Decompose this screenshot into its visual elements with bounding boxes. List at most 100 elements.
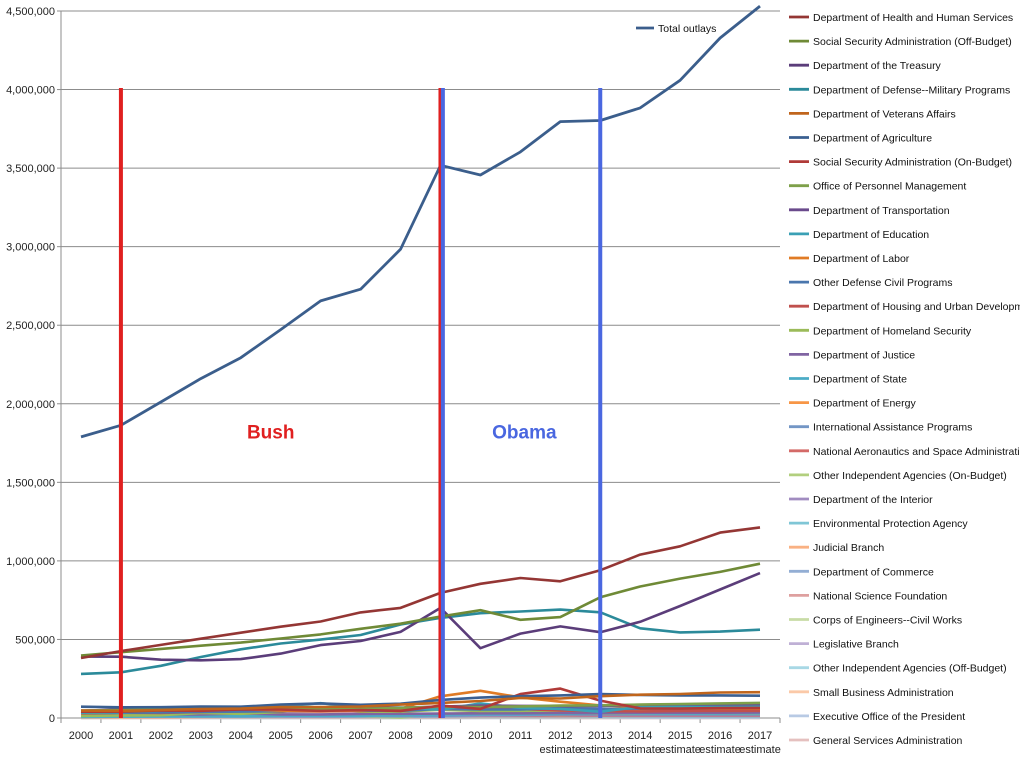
y-tick-label: 3,000,000 (6, 242, 55, 254)
y-tick-label: 2,500,000 (6, 320, 55, 332)
y-tick-label: 500,000 (15, 634, 55, 646)
series-lines (80, 526, 761, 720)
legend-item: Small Business Administration (789, 687, 954, 699)
legend-item: Environmental Protection Agency (789, 518, 968, 530)
legend-label: Department of Justice (813, 349, 915, 361)
legend-item: Other Independent Agencies (On-Budget) (789, 470, 1007, 482)
x-tick-label: 2014 (628, 730, 652, 742)
x-tick-label: 2004 (229, 730, 253, 742)
series-line (81, 687, 761, 714)
legend-item: Department of Justice (789, 349, 915, 361)
legend-label: Department of Energy (813, 398, 916, 410)
total-outlays-line (80, 5, 761, 439)
legend-label: Office of Personnel Management (813, 181, 966, 193)
legend-item: Department of State (789, 374, 907, 386)
legend-item: Department of Housing and Urban Developm… (789, 301, 1020, 313)
legend-item: General Services Administration (789, 735, 963, 747)
x-tick-label: 2001 (109, 730, 133, 742)
legend-item: Office of Personnel Management (789, 181, 966, 193)
legend-item: National Aeronautics and Space Administr… (789, 446, 1020, 458)
legend-label: Department of Defense--Military Programs (813, 84, 1010, 96)
legend-item: Social Security Administration (Off-Budg… (789, 36, 1012, 48)
legend-item: Other Independent Agencies (Off-Budget) (789, 663, 1007, 675)
legend-label: Department of State (813, 374, 907, 386)
x-tick-label: estimate (659, 744, 701, 756)
series-line (80, 526, 761, 660)
legend-label: Department of Health and Human Services (813, 12, 1013, 24)
legend-item: Department of Energy (789, 398, 916, 410)
legend-label: Other Independent Agencies (Off-Budget) (813, 663, 1007, 675)
legend-item: Department of the Interior (789, 494, 933, 506)
x-tick-label: 2011 (509, 730, 533, 742)
legend-item: Department of Labor (789, 253, 910, 265)
administration-markers (118, 87, 603, 718)
x-tick-label: 2013 (588, 730, 612, 742)
x-tick-label: 2007 (348, 730, 372, 742)
legend-item: Department of Education (789, 229, 929, 241)
x-tick-label: estimate (540, 744, 582, 756)
legend-item: Legislative Branch (789, 639, 899, 651)
legend-item: Executive Office of the President (789, 711, 965, 723)
annotation-label: Bush (247, 422, 295, 443)
legend-label: Environmental Protection Agency (813, 518, 968, 530)
y-tick-label: 1,000,000 (6, 556, 55, 568)
legend-item: Department of Transportation (789, 205, 950, 217)
legend-label: Social Security Administration (Off-Budg… (813, 36, 1012, 48)
legend-label: Small Business Administration (813, 687, 954, 699)
y-tick-label: 1,500,000 (6, 477, 55, 489)
x-tick-label: 2003 (189, 730, 213, 742)
legend-label: Department of Veterans Affairs (813, 108, 956, 120)
legend-label: Department of Education (813, 229, 929, 241)
x-tick-label: 2006 (308, 730, 332, 742)
legend-label: Department of Housing and Urban Developm… (813, 301, 1020, 313)
legend-label: Department of Homeland Security (813, 325, 972, 337)
y-tick-label: 4,000,000 (6, 85, 55, 97)
y-tick-label: 0 (49, 713, 55, 725)
legend-label: Department of Agriculture (813, 133, 932, 145)
legend-item: Social Security Administration (On-Budge… (789, 157, 1012, 169)
x-tick-label: estimate (739, 744, 781, 756)
y-axis-tick-labels: 0 500,000 1,000,000 1,500,000 2,000,000 2,500… (6, 6, 55, 725)
legend-label: Other Defense Civil Programs (813, 277, 952, 289)
series-line (80, 690, 761, 713)
x-tick-label: 2008 (388, 730, 412, 742)
legend-item: Department of Agriculture (789, 133, 932, 145)
series-line (80, 562, 761, 657)
x-tick-label: 2009 (428, 730, 452, 742)
y-tick-label: 3,500,000 (6, 163, 55, 175)
legend-item: Department of Health and Human Services (789, 12, 1013, 24)
legend-label: Executive Office of the President (813, 711, 965, 723)
legend-item: International Assistance Programs (789, 422, 972, 434)
legend-item: Corps of Engineers--Civil Works (789, 615, 962, 627)
y-tick-label: 4,500,000 (6, 6, 55, 18)
total-outlays-legend: Total outlays (636, 23, 716, 35)
legend-item: National Science Foundation (789, 590, 947, 602)
x-tick-label: estimate (619, 744, 661, 756)
legend-label: National Aeronautics and Space Administr… (813, 446, 1020, 458)
legend-label: Department of Labor (813, 253, 910, 265)
legend-item: Department of Homeland Security (789, 325, 972, 337)
legend-label: Judicial Branch (813, 542, 884, 554)
x-tick-label: 2005 (268, 730, 292, 742)
x-tick-label: 2017 (748, 730, 772, 742)
legend-label: Other Independent Agencies (On-Budget) (813, 470, 1007, 482)
x-tick-label: 2015 (668, 730, 692, 742)
x-tick-label: 2000 (69, 730, 93, 742)
y-tick-label: 2,000,000 (6, 399, 55, 411)
legend-item: Department of Veterans Affairs (789, 108, 956, 120)
legend-label: National Science Foundation (813, 590, 947, 602)
legend-item: Judicial Branch (789, 542, 884, 554)
legend-label: Social Security Administration (On-Budge… (813, 157, 1012, 169)
gridlines (61, 10, 780, 719)
legend-label: General Services Administration (813, 735, 963, 747)
axes (57, 10, 781, 723)
x-axis-tick-labels: 2000 2001 2002 2003 2004 2005 2006 2007 2008 2009… (69, 730, 781, 756)
legend-item: Other Defense Civil Programs (789, 277, 952, 289)
legend-label: Legislative Branch (813, 639, 899, 651)
legend-label: International Assistance Programs (813, 422, 972, 434)
legend-label: Department of Transportation (813, 205, 950, 217)
legend-item: Department of Commerce (789, 566, 934, 578)
x-tick-label: 2012 (548, 730, 572, 742)
x-tick-label: 2002 (149, 730, 173, 742)
